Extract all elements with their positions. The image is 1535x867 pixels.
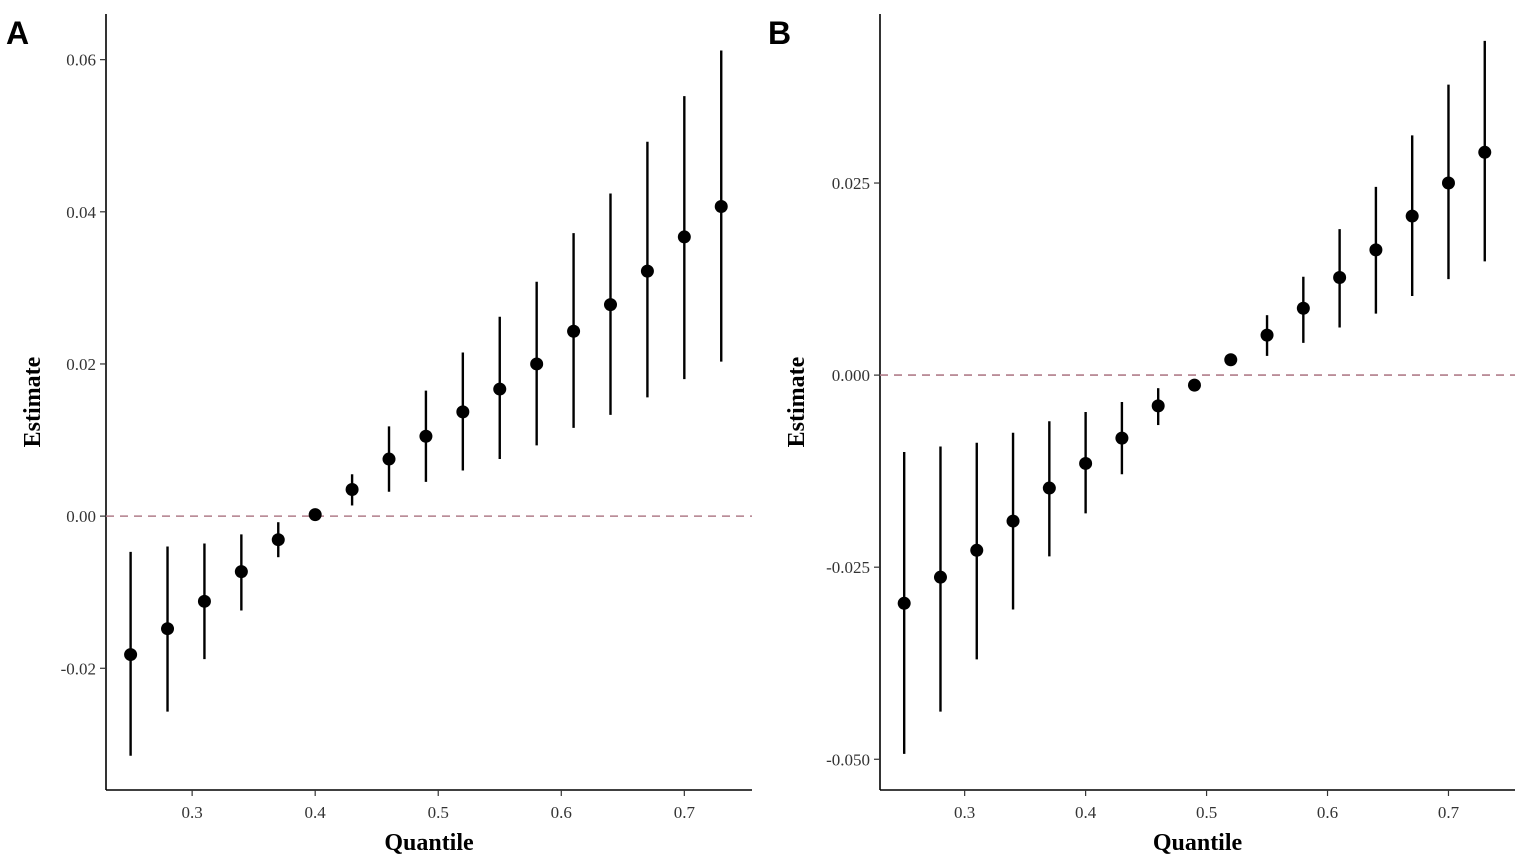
x-tick-label: 0.7 bbox=[674, 803, 696, 822]
estimate-point bbox=[382, 452, 396, 466]
estimate-point bbox=[419, 429, 433, 443]
estimate-point bbox=[567, 324, 581, 338]
estimate-point bbox=[640, 264, 654, 278]
x-tick-label: 0.5 bbox=[428, 803, 449, 822]
estimate-point bbox=[933, 570, 947, 584]
y-axis-title: Estimate bbox=[784, 356, 810, 447]
estimate-point bbox=[161, 622, 175, 636]
estimate-point bbox=[1115, 431, 1129, 445]
y-tick-label: 0.04 bbox=[66, 203, 96, 222]
x-tick-label: 0.6 bbox=[1317, 803, 1338, 822]
x-tick-label: 0.3 bbox=[182, 803, 203, 822]
x-axis-title: Quantile bbox=[384, 830, 474, 856]
estimate-point bbox=[1441, 176, 1455, 190]
y-tick-label: 0.025 bbox=[832, 174, 870, 193]
x-tick-label: 0.4 bbox=[305, 803, 327, 822]
estimate-point bbox=[714, 199, 728, 213]
x-tick-label: 0.6 bbox=[551, 803, 572, 822]
estimate-point bbox=[1006, 514, 1020, 528]
y-tick-label: 0.000 bbox=[832, 366, 870, 385]
estimate-point bbox=[234, 565, 248, 579]
estimate-point bbox=[493, 382, 507, 396]
estimate-point bbox=[1333, 271, 1347, 285]
estimate-point bbox=[124, 648, 138, 662]
estimate-point bbox=[1296, 301, 1310, 315]
estimate-point bbox=[1260, 328, 1274, 342]
estimate-point bbox=[1151, 399, 1165, 413]
estimate-point bbox=[677, 230, 691, 244]
estimate-point bbox=[1187, 378, 1201, 392]
panel-label: B bbox=[768, 15, 791, 51]
x-tick-label: 0.5 bbox=[1196, 803, 1217, 822]
panel-a: A -0.02 0.00 0.02 0.04 0.06 0.3 0.4 0.5 0.6 0.7 Qua… bbox=[6, 14, 752, 856]
y-tick-label: 0.02 bbox=[66, 355, 96, 374]
panel-b: B -0.050 -0.025 0.000 0.025 0.3 0.4 0.5 0.6 0.7 Qu… bbox=[768, 14, 1515, 856]
estimate-point bbox=[456, 405, 470, 419]
estimate-point bbox=[1478, 145, 1492, 159]
estimate-point bbox=[1405, 209, 1419, 223]
estimate-point bbox=[1224, 353, 1238, 367]
estimate-point bbox=[345, 482, 359, 496]
estimate-point bbox=[1369, 243, 1383, 257]
x-tick-label: 0.7 bbox=[1438, 803, 1460, 822]
y-axis-title: Estimate bbox=[20, 356, 46, 447]
x-axis-title: Quantile bbox=[1153, 830, 1243, 856]
x-tick-label: 0.3 bbox=[954, 803, 975, 822]
y-tick-label: -0.02 bbox=[61, 659, 96, 678]
x-tick-label: 0.4 bbox=[1075, 803, 1097, 822]
y-tick-label: -0.050 bbox=[826, 750, 870, 769]
y-tick-label: -0.025 bbox=[826, 558, 870, 577]
panel-label: A bbox=[6, 15, 29, 51]
estimate-point bbox=[897, 596, 911, 610]
estimate-point bbox=[271, 533, 285, 547]
estimate-point bbox=[970, 543, 984, 557]
estimate-point bbox=[197, 594, 211, 608]
y-tick-label: 0.06 bbox=[66, 51, 96, 70]
estimate-point bbox=[1079, 456, 1093, 470]
estimate-point bbox=[1042, 481, 1056, 495]
estimate-point bbox=[530, 357, 544, 371]
estimate-point bbox=[603, 298, 617, 312]
estimate-point bbox=[308, 508, 322, 522]
y-tick-label: 0.00 bbox=[66, 507, 96, 526]
